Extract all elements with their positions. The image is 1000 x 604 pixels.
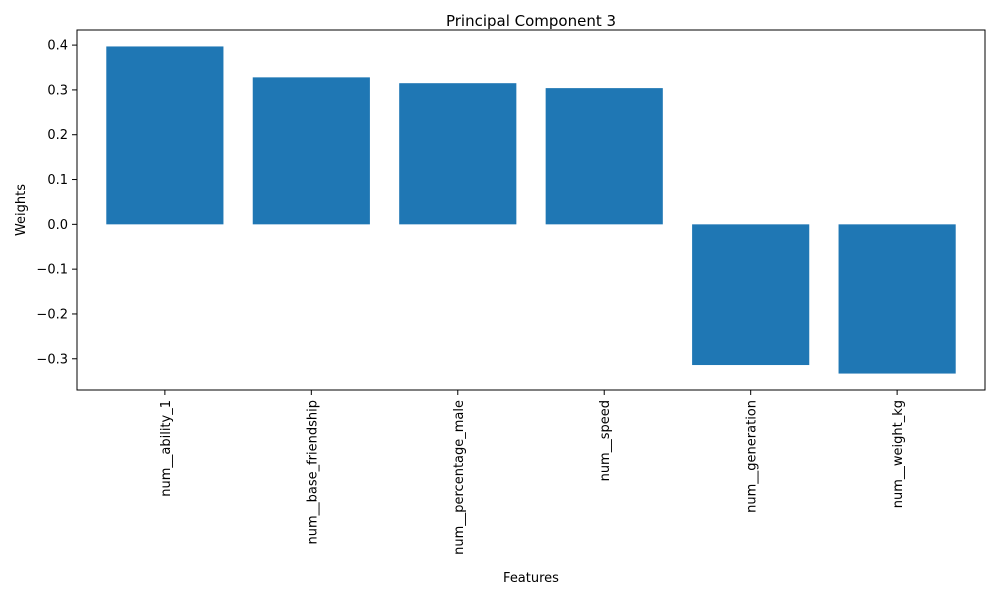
x-tick-label: num__base_friendship — [305, 400, 320, 545]
y-tick-label: 0.3 — [47, 83, 68, 98]
y-tick-label: −0.2 — [36, 307, 68, 322]
y-tick-label: 0.2 — [47, 128, 68, 143]
x-tick-label: num__speed — [598, 400, 613, 481]
x-tick-label: num__generation — [745, 400, 760, 513]
y-tick-label: 0.1 — [47, 173, 68, 188]
bar — [545, 88, 663, 225]
y-tick-label: 0.4 — [47, 39, 68, 54]
x-axis-label: Features — [503, 571, 559, 586]
x-axis-ticks: num__ability_1 num__base_friendship num__p… — [159, 390, 906, 555]
bar — [692, 224, 810, 366]
bar — [106, 46, 224, 225]
y-axis-ticks: 0.4 0.3 0.2 0.1 0.0 −0.1 −0.2 −0.3 — [36, 39, 77, 367]
bar — [399, 83, 517, 225]
x-tick-label: num__weight_kg — [891, 400, 906, 508]
chart-title: Principal Component 3 — [446, 12, 616, 30]
y-tick-label: −0.1 — [36, 263, 68, 278]
y-axis-label: Weights — [14, 184, 29, 236]
x-tick-label: num__percentage_male — [452, 400, 467, 555]
bar — [838, 224, 956, 374]
x-tick-label: num__ability_1 — [159, 400, 174, 497]
bars-group — [106, 46, 956, 374]
y-tick-label: −0.3 — [36, 352, 68, 367]
plot-frame — [76, 29, 986, 391]
bar — [252, 77, 370, 225]
y-tick-label: 0.0 — [47, 218, 68, 233]
